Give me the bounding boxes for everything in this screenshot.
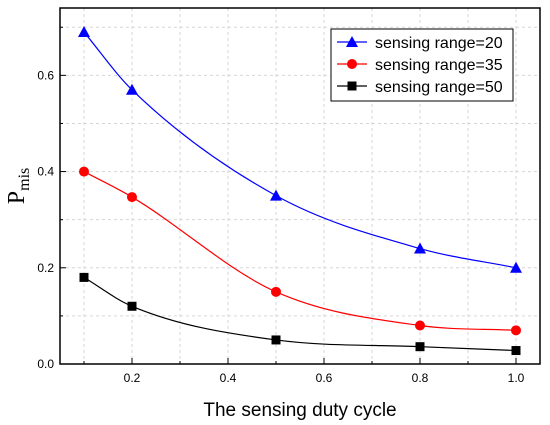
data-point (510, 261, 522, 273)
data-point (127, 301, 137, 311)
y-tick-label: 0.2 (37, 261, 54, 275)
x-tick-label: 0.8 (412, 371, 429, 385)
data-point (270, 189, 282, 201)
series-2 (79, 166, 521, 336)
data-point (414, 242, 426, 254)
data-point (271, 286, 281, 297)
data-point (511, 346, 521, 356)
ticks: 0.2 0.4 0.6 0.8 1.0 0.0 0.2 0.4 0.6 (37, 26, 525, 385)
data-point (126, 83, 138, 95)
data-point (511, 325, 521, 336)
legend-item: sensing range=50 (337, 79, 503, 96)
series-line (83, 171, 517, 331)
data-point (79, 166, 89, 177)
legend-marker (347, 59, 357, 69)
series-line (83, 276, 517, 352)
legend-label: sensing range=35 (375, 57, 503, 74)
x-tick-label: 0.6 (316, 371, 333, 385)
y-tick-label: 0.6 (37, 68, 54, 82)
x-tick-label: 0.4 (220, 371, 237, 385)
data-point (415, 342, 425, 352)
legend-label: sensing range=20 (375, 35, 503, 52)
legend-marker (346, 36, 358, 47)
data-point (78, 26, 90, 38)
legend-box (330, 28, 514, 102)
legend-item: sensing range=20 (337, 35, 503, 52)
series-1 (78, 26, 522, 273)
x-axis-title: The sensing duty cycle (203, 400, 396, 421)
legend-marker (347, 81, 357, 91)
y-axis-title-subscript: mis (16, 168, 33, 191)
data-point (127, 192, 137, 203)
series-3 (79, 272, 521, 356)
data-point (415, 320, 425, 331)
legend-item: sensing range=35 (337, 57, 503, 74)
y-axis-title-main: P (4, 191, 30, 204)
series-layer (78, 26, 522, 356)
grid (60, 8, 540, 364)
x-tick-label: 0.2 (124, 371, 141, 385)
x-tick-label: 1.0 (508, 371, 525, 385)
legend: sensing range=20 sensing range=35 sensing … (330, 28, 514, 102)
y-tick-label: 0.4 (37, 165, 54, 179)
data-point (79, 272, 89, 282)
data-point (271, 335, 281, 345)
legend-label: sensing range=50 (375, 79, 503, 96)
y-tick-label: 0.0 (37, 357, 54, 371)
y-axis-title: Pmis (4, 168, 33, 204)
plot-frame (59, 7, 541, 365)
